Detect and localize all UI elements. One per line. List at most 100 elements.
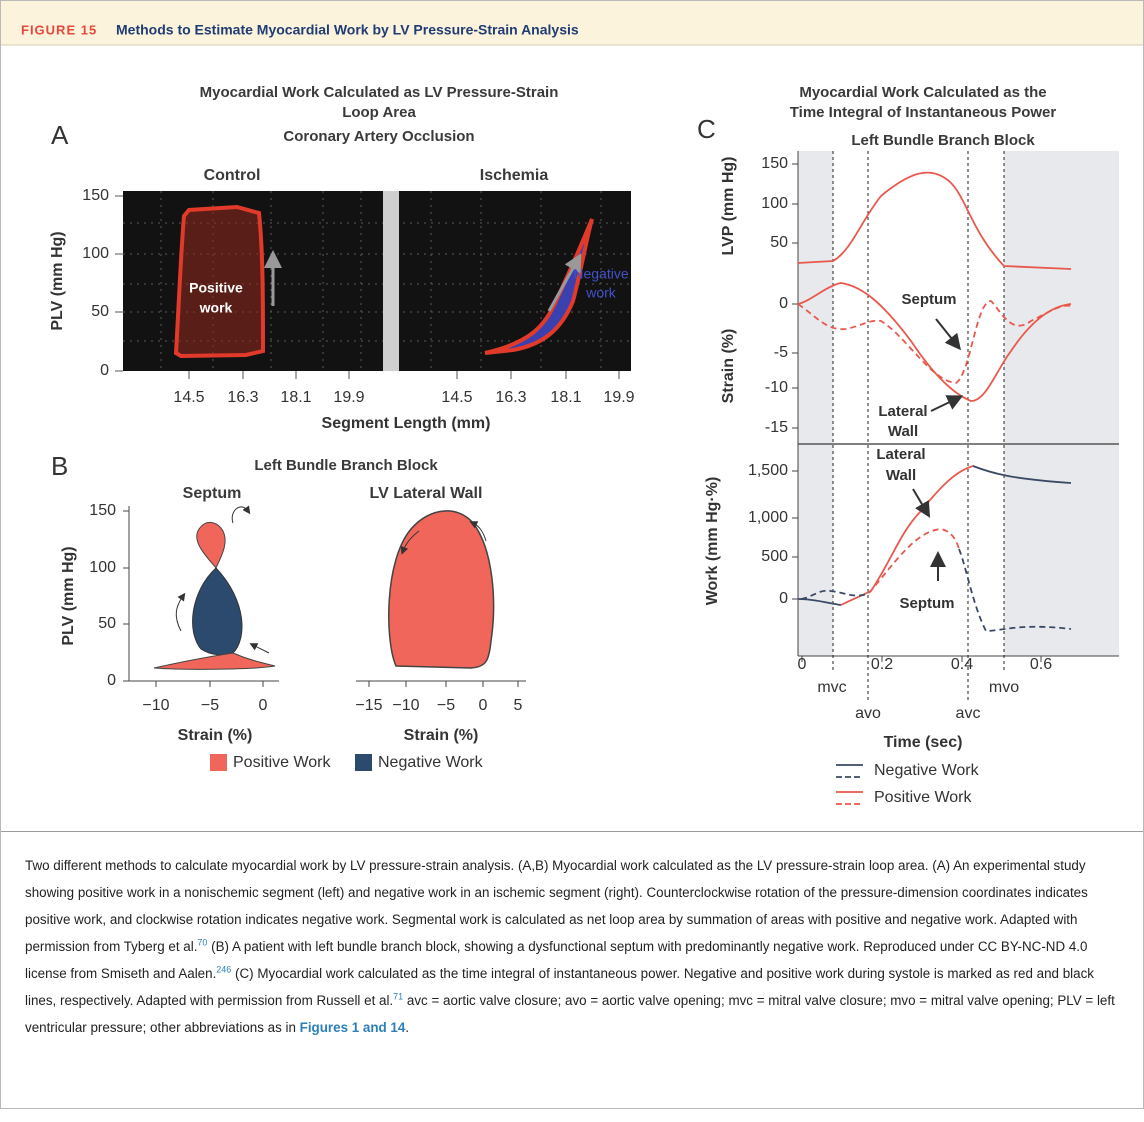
x-tick-label: 16.3: [227, 389, 258, 406]
x-tick-label: 18.1: [550, 389, 581, 406]
positive-area: [154, 653, 275, 669]
panel-title: Myocardial Work Calculated as LV Pressur…: [200, 84, 559, 101]
x-axis-label: Time (sec): [884, 734, 963, 751]
y-tick-label: -10: [765, 379, 788, 396]
event-label: mvc: [817, 679, 846, 696]
x-tick-label: 0.6: [1030, 656, 1052, 673]
figure-title: Methods to Estimate Myocardial Work by L…: [116, 22, 579, 38]
panel-subtitle: Left Bundle Branch Block: [851, 132, 1035, 149]
x-tick-label: 0: [798, 656, 807, 673]
condition-label: Control: [204, 167, 261, 184]
event-label: avo: [855, 705, 881, 722]
panel-title: Left Bundle Branch Block: [254, 457, 438, 474]
legend-lines: [836, 765, 863, 804]
caption-text: .: [405, 1020, 409, 1035]
event-label: avc: [956, 705, 981, 722]
y-axis-label: Strain (%): [720, 329, 737, 404]
annotation: Septum: [901, 291, 956, 308]
annotation-arrow: [936, 319, 956, 344]
panel-title: Time Integral of Instantaneous Power: [790, 104, 1057, 121]
x-tick-label: 5: [514, 697, 523, 714]
legend-label: Positive Work: [874, 789, 973, 806]
curves-part: [869, 529, 959, 593]
panel-letter: B: [51, 451, 68, 481]
negative-area: [193, 568, 242, 655]
plot-label: Septum: [183, 485, 242, 502]
y-tick-label: 100: [761, 195, 788, 212]
x-tick-label: 16.3: [495, 389, 526, 406]
x-tick-label: 14.5: [173, 389, 204, 406]
y-tick-label: 1,000: [748, 509, 788, 526]
shaded-phase: [1004, 151, 1119, 656]
figure-page: FIGURE 15 Methods to Estimate Myocardial…: [0, 0, 1144, 1109]
reference: 246: [216, 965, 231, 975]
y-tick-label: 50: [770, 234, 788, 251]
x-tick-label: 0: [259, 697, 268, 714]
shaded-phase: [798, 151, 833, 656]
y-tick-label: 0: [107, 672, 116, 689]
event-label: mvo: [989, 679, 1019, 696]
annotation: Lateral: [878, 403, 927, 420]
y-tick-label: 100: [89, 559, 116, 576]
x-axis-label: Segment Length (mm): [322, 415, 491, 432]
x-tick-label: 0.4: [951, 656, 973, 673]
annotation-arrow: [931, 399, 956, 411]
y-tick-label: 0: [779, 295, 788, 312]
y-tick-label: -15: [765, 419, 788, 436]
panel-letter: A: [51, 120, 69, 150]
y-axis-label: Work (mm Hg·%): [704, 477, 721, 606]
y-tick-label: 150: [761, 155, 788, 172]
rotation-arrow: [176, 596, 183, 631]
reference: 70: [197, 938, 207, 948]
panel-letter: C: [697, 114, 716, 144]
event-lines: [833, 151, 1004, 701]
x-tick-label: −10: [392, 697, 419, 714]
y-tick-label: 100: [82, 245, 109, 262]
rotation-arrow: [232, 507, 248, 523]
legend-label: Negative Work: [874, 762, 980, 779]
x-tick-label: −15: [355, 697, 382, 714]
rotation-arrow: [253, 645, 269, 653]
y-tick-label: 0: [779, 590, 788, 607]
legend-swatch: [355, 754, 372, 771]
x-tick-label: −10: [142, 697, 169, 714]
x-axis-label: Strain (%): [178, 727, 253, 744]
loop-label: Negative: [573, 266, 628, 282]
positive-area: [389, 511, 494, 668]
image-divider: [383, 191, 399, 371]
y-tick-label: 150: [89, 502, 116, 519]
panel-title: Loop Area: [342, 104, 416, 121]
reference: 71: [393, 992, 403, 1002]
panel-title: Myocardial Work Calculated as the: [799, 84, 1046, 101]
figure-link[interactable]: Figures 1 and 14: [300, 1020, 406, 1035]
annotation: Wall: [886, 467, 916, 484]
x-tick-label: 18.1: [280, 389, 311, 406]
loop-label: work: [585, 285, 617, 301]
x-tick-label: 0: [479, 697, 488, 714]
x-tick-label: 19.9: [333, 389, 364, 406]
x-tick-label: −5: [437, 697, 455, 714]
y-axis-label: PLV (mm Hg): [49, 231, 66, 330]
caption: Two different methods to calculate myoca…: [1, 831, 1143, 1122]
panel-subtitle: Coronary Artery Occlusion: [283, 128, 474, 145]
y-tick-label: -5: [774, 344, 788, 361]
legend-label: Negative Work: [378, 754, 484, 771]
annotation: Septum: [899, 595, 954, 612]
loop-label: Positive: [189, 280, 243, 296]
x-tick-label: −5: [201, 697, 219, 714]
y-axis-label: PLV (mm Hg): [60, 546, 77, 645]
y-axis-label: LVP (mm Hg): [720, 157, 737, 256]
x-tick-label: 19.9: [603, 389, 634, 406]
legend-label: Positive Work: [233, 754, 332, 771]
y-tick-label: 1,500: [748, 462, 788, 479]
y-tick-label: 50: [98, 615, 116, 632]
figure-label: FIGURE 15: [21, 22, 97, 37]
condition-label: Ischemia: [480, 167, 549, 184]
y-tick-label: 150: [82, 187, 109, 204]
annotation-arrow: [913, 489, 926, 511]
x-axis-label: Strain (%): [404, 727, 479, 744]
positive-area: [197, 522, 225, 568]
legend-swatch: [210, 754, 227, 771]
annotation: Lateral: [876, 446, 925, 463]
x-tick-label: 0.2: [871, 656, 893, 673]
